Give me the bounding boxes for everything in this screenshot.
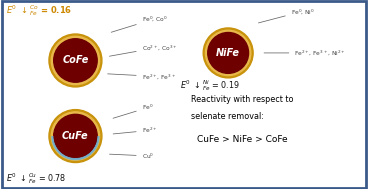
Text: Fe$^{2+}$: Fe$^{2+}$ [113, 126, 157, 135]
Ellipse shape [203, 28, 253, 78]
Text: $E^0$ $\downarrow_{Fe}^{Cu}$ = 0.78: $E^0$ $\downarrow_{Fe}^{Cu}$ = 0.78 [6, 171, 66, 186]
Ellipse shape [54, 114, 97, 158]
Ellipse shape [51, 36, 100, 85]
Text: Cu$^0$: Cu$^0$ [110, 151, 154, 161]
Text: NiFe: NiFe [216, 48, 240, 58]
Text: $E^0$ $\downarrow_{Fe}^{Ni}$ = 0.19: $E^0$ $\downarrow_{Fe}^{Ni}$ = 0.19 [180, 78, 240, 93]
Ellipse shape [205, 30, 251, 76]
Ellipse shape [46, 31, 105, 90]
Text: Co$^{2+}$, Co$^{3+}$: Co$^{2+}$, Co$^{3+}$ [109, 43, 177, 56]
Ellipse shape [54, 115, 96, 157]
Text: Fe$^0$: Fe$^0$ [113, 103, 153, 118]
Text: Reactivity with respect to: Reactivity with respect to [191, 95, 294, 104]
Ellipse shape [51, 112, 100, 160]
FancyBboxPatch shape [2, 1, 366, 188]
Text: selenate removal:: selenate removal: [191, 112, 264, 121]
Text: Fe$^{2+}$, Fe$^{3+}$: Fe$^{2+}$, Fe$^{3+}$ [108, 72, 176, 81]
Text: CuFe: CuFe [62, 131, 89, 141]
Text: CoFe: CoFe [62, 56, 89, 65]
Text: $E^0$ $\downarrow_{Fe}^{Co}$ = 0.16: $E^0$ $\downarrow_{Fe}^{Co}$ = 0.16 [6, 3, 72, 18]
Ellipse shape [208, 33, 248, 73]
Text: CuFe > NiFe > CoFe: CuFe > NiFe > CoFe [197, 135, 287, 144]
Polygon shape [51, 136, 100, 160]
Ellipse shape [46, 107, 105, 165]
Text: Fe$^0$, Ni$^0$: Fe$^0$, Ni$^0$ [258, 7, 315, 23]
Ellipse shape [49, 110, 102, 163]
Text: Fe$^0$, Co$^0$: Fe$^0$, Co$^0$ [111, 15, 167, 32]
Text: Fe$^{2+}$, Fe$^{3+}$, Ni$^{2+}$: Fe$^{2+}$, Fe$^{3+}$, Ni$^{2+}$ [264, 49, 346, 57]
Ellipse shape [49, 34, 102, 87]
Ellipse shape [201, 26, 255, 80]
Ellipse shape [54, 39, 97, 82]
